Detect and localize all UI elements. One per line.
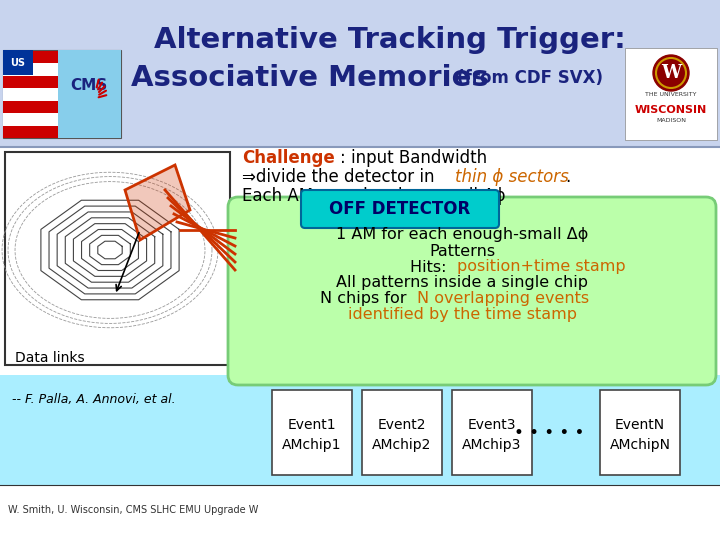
Text: Associative Memories: Associative Memories — [131, 64, 489, 92]
FancyBboxPatch shape — [600, 390, 680, 475]
Text: : input Bandwidth: : input Bandwidth — [340, 149, 487, 167]
Text: EventN: EventN — [615, 418, 665, 432]
Text: CMS: CMS — [71, 78, 107, 92]
FancyBboxPatch shape — [5, 152, 230, 365]
FancyBboxPatch shape — [3, 113, 58, 125]
Text: Challenge: Challenge — [242, 149, 335, 167]
Text: N overlapping events: N overlapping events — [417, 292, 589, 307]
FancyBboxPatch shape — [3, 63, 58, 76]
Polygon shape — [125, 165, 190, 240]
FancyBboxPatch shape — [3, 88, 58, 100]
Text: ⇒divide the detector in: ⇒divide the detector in — [242, 168, 440, 186]
Text: Event2: Event2 — [378, 418, 426, 432]
Text: identified by the time stamp: identified by the time stamp — [348, 307, 577, 322]
Circle shape — [61, 66, 117, 122]
Polygon shape — [380, 375, 560, 430]
FancyBboxPatch shape — [272, 390, 352, 475]
Text: THE UNIVERSITY: THE UNIVERSITY — [645, 92, 697, 98]
Text: Patterns: Patterns — [429, 244, 495, 259]
Text: Each AM searches in a small Δϕ: Each AM searches in a small Δϕ — [242, 187, 505, 205]
Text: WISCONSIN: WISCONSIN — [635, 105, 707, 115]
FancyBboxPatch shape — [625, 48, 717, 140]
Text: • • • • •: • • • • • — [514, 424, 584, 442]
Text: OFF DETECTOR: OFF DETECTOR — [329, 200, 471, 218]
Text: Hits:: Hits: — [410, 260, 452, 274]
FancyBboxPatch shape — [301, 190, 499, 228]
FancyBboxPatch shape — [228, 197, 716, 385]
Text: 1 AM for each enough-small Δϕ: 1 AM for each enough-small Δϕ — [336, 227, 588, 242]
FancyBboxPatch shape — [3, 50, 33, 75]
FancyBboxPatch shape — [0, 375, 720, 485]
Text: MADISON: MADISON — [656, 118, 686, 123]
Text: thin ϕ sectors: thin ϕ sectors — [455, 168, 569, 186]
FancyBboxPatch shape — [3, 76, 58, 88]
Text: Alternative Tracking Trigger:: Alternative Tracking Trigger: — [154, 26, 626, 54]
Text: W. Smith, U. Wisconsin, CMS SLHC EMU Upgrade W: W. Smith, U. Wisconsin, CMS SLHC EMU Upg… — [8, 505, 258, 515]
Text: (from CDF SVX): (from CDF SVX) — [457, 69, 603, 87]
Text: AMchip3: AMchip3 — [462, 438, 522, 452]
Text: W: W — [661, 64, 681, 82]
Text: AMchip2: AMchip2 — [372, 438, 432, 452]
Circle shape — [653, 55, 689, 91]
FancyBboxPatch shape — [3, 125, 58, 138]
FancyBboxPatch shape — [58, 50, 121, 138]
Text: N chips for: N chips for — [320, 292, 412, 307]
FancyBboxPatch shape — [452, 390, 532, 475]
Text: US: US — [11, 58, 25, 68]
Text: .: . — [565, 168, 570, 186]
FancyBboxPatch shape — [3, 51, 58, 63]
FancyBboxPatch shape — [0, 0, 720, 147]
FancyBboxPatch shape — [3, 50, 121, 138]
FancyBboxPatch shape — [0, 147, 720, 540]
Text: AMchip1: AMchip1 — [282, 438, 342, 452]
Text: All patterns inside a single chip: All patterns inside a single chip — [336, 275, 588, 291]
Text: position+time stamp: position+time stamp — [457, 260, 626, 274]
Text: -- F. Palla, A. Annovi, et al.: -- F. Palla, A. Annovi, et al. — [12, 394, 176, 407]
Text: AMchipN: AMchipN — [610, 438, 670, 452]
FancyBboxPatch shape — [3, 100, 58, 113]
FancyBboxPatch shape — [362, 390, 442, 475]
Text: Event1: Event1 — [288, 418, 336, 432]
Text: Data links: Data links — [15, 351, 85, 365]
Text: Event3: Event3 — [468, 418, 516, 432]
